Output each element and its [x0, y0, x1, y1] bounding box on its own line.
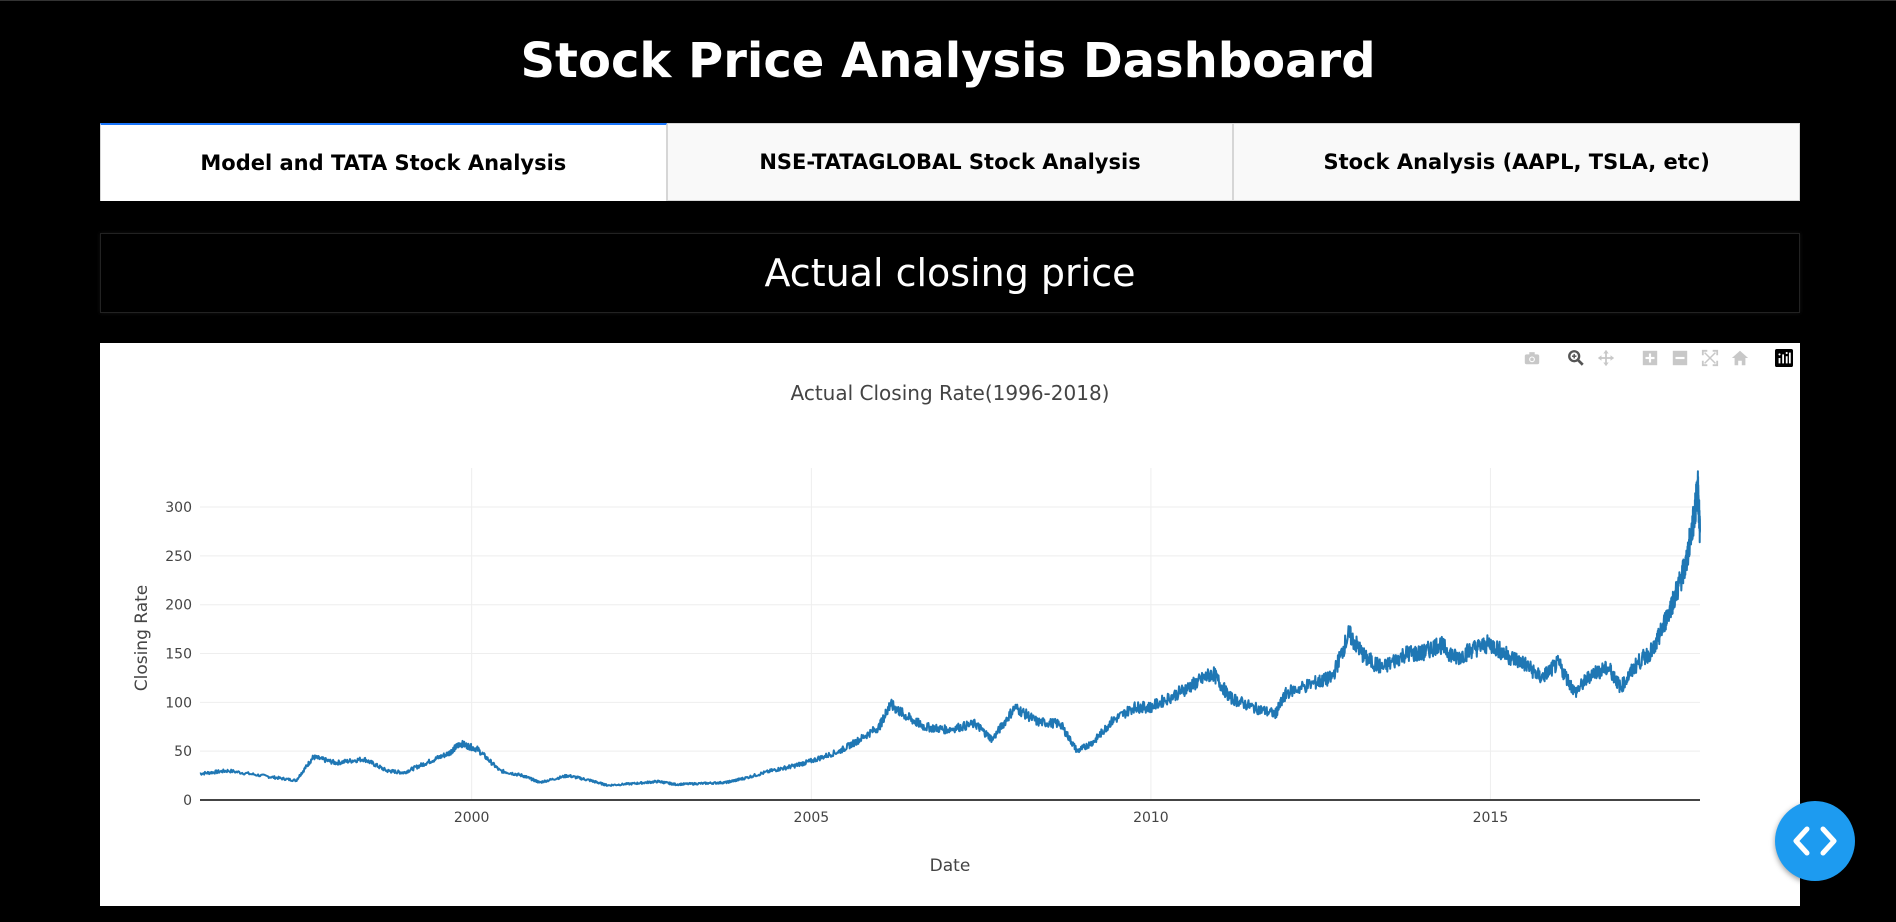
- y-axis-title: Closing Rate: [132, 585, 152, 692]
- zoom-out-icon[interactable]: [1668, 347, 1692, 369]
- tab-stock-analysis[interactable]: Stock Analysis (AAPL, TSLA, etc): [1233, 123, 1801, 201]
- camera-icon[interactable]: [1520, 347, 1544, 369]
- plotly-logo-icon[interactable]: [1772, 347, 1796, 369]
- x-axis-title: Date: [930, 856, 971, 876]
- x-tick-label: 2010: [1133, 810, 1169, 826]
- y-tick-label: 100: [165, 695, 192, 711]
- page-title: Stock Price Analysis Dashboard: [520, 33, 1376, 89]
- code-toggle-button[interactable]: [1775, 801, 1855, 881]
- y-tick-label: 50: [174, 744, 192, 760]
- chart-title: Actual Closing Rate(1996-2018): [791, 381, 1110, 405]
- x-tick-label: 2000: [454, 810, 490, 826]
- plot-container: 0 50 100 150 200 250 300 2000 2005 2010 2015 Actual…: [100, 343, 1800, 906]
- plot-modebar: [1520, 347, 1796, 369]
- x-tick-label: 2005: [794, 810, 830, 826]
- tab-nse-tataglobal[interactable]: NSE-TATAGLOBAL Stock Analysis: [666, 123, 1234, 201]
- y-tick-label: 0: [183, 793, 192, 809]
- zoom-icon[interactable]: [1564, 347, 1588, 369]
- tab-model-tata[interactable]: Model and TATA Stock Analysis: [100, 123, 667, 201]
- y-tick-label: 150: [165, 647, 192, 663]
- autoscale-icon[interactable]: [1698, 347, 1722, 369]
- zoom-in-icon[interactable]: [1638, 347, 1662, 369]
- code-icon: [1793, 826, 1837, 856]
- line-chart[interactable]: 0 50 100 150 200 250 300 2000 2005 2010 2015 Actual…: [100, 343, 1800, 906]
- tab-bar: Model and TATA Stock Analysis NSE-TATAGL…: [100, 123, 1801, 201]
- pan-icon[interactable]: [1594, 347, 1618, 369]
- x-tick-label: 2015: [1473, 810, 1509, 826]
- y-tick-label: 250: [165, 549, 192, 565]
- y-tick-label: 300: [165, 500, 192, 516]
- reset-axes-icon[interactable]: [1728, 347, 1752, 369]
- y-tick-label: 200: [165, 598, 192, 614]
- section-heading: Actual closing price: [100, 233, 1800, 313]
- series-line-0: [199, 470, 1701, 787]
